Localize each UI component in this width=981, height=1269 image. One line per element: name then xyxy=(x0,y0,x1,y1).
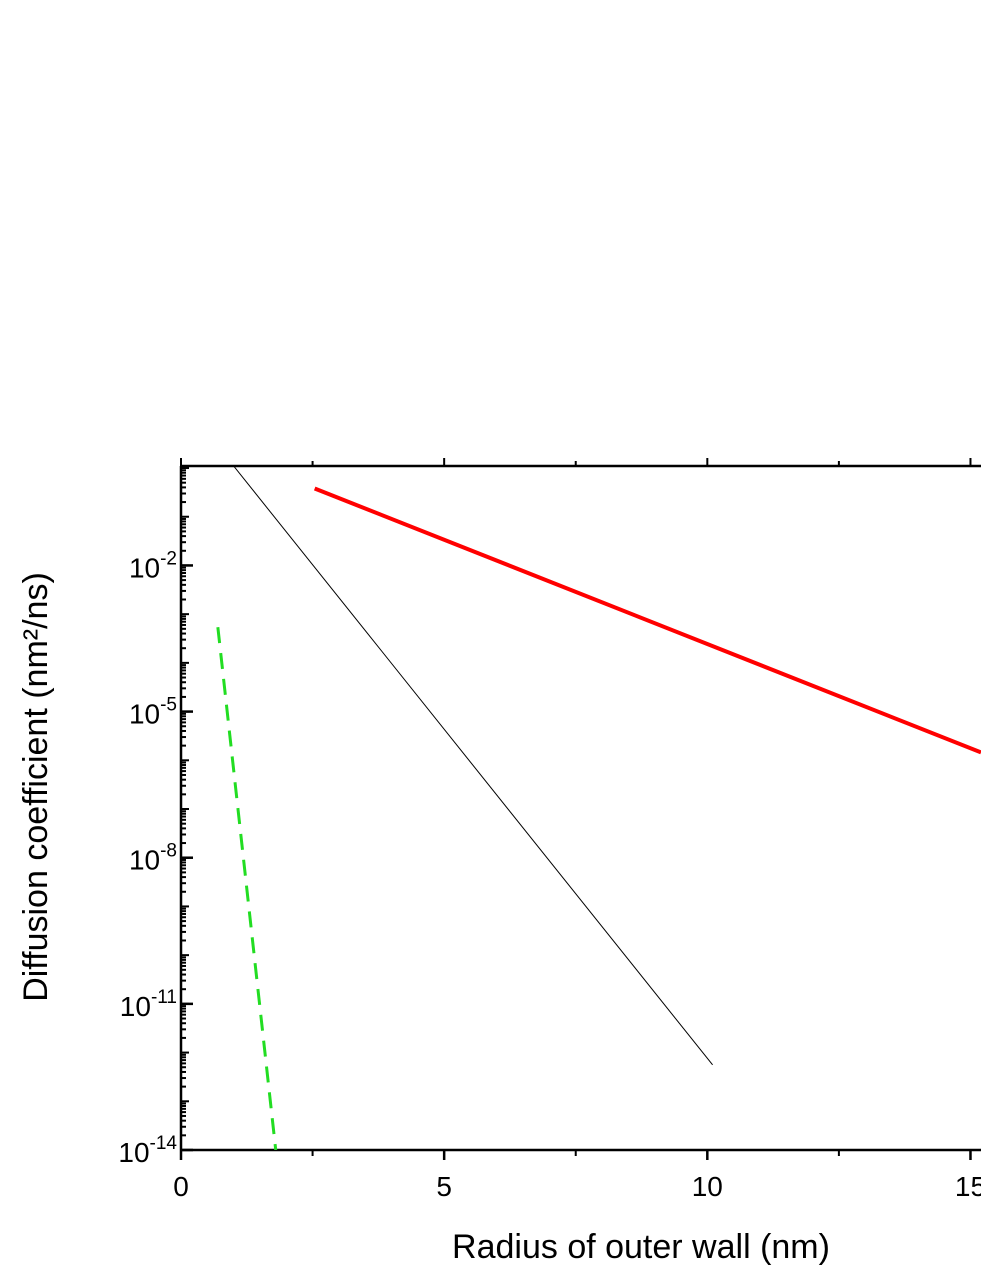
y-tick-exponent: -5 xyxy=(160,695,177,716)
y-tick-label: 10-5 xyxy=(129,695,177,730)
y-tick-exponent: -8 xyxy=(160,841,177,862)
y-tick-base: 10 xyxy=(129,699,160,730)
y-tick-exponent: -11 xyxy=(151,987,177,1008)
y-tick-label: 10-14 xyxy=(118,1133,177,1168)
data-line xyxy=(313,486,981,755)
x-tick-label: 10 xyxy=(692,1171,723,1202)
x-tick-label: 15 xyxy=(955,1171,981,1202)
data-line xyxy=(233,466,713,1066)
y-tick-exponent: -2 xyxy=(160,548,177,569)
y-tick-base: 10 xyxy=(129,552,160,583)
plot-area xyxy=(216,466,981,1150)
data-line xyxy=(216,627,278,1150)
x-tick-label: 5 xyxy=(436,1171,452,1202)
x-tick-label: 0 xyxy=(173,1171,189,1202)
y-tick-label: 10-2 xyxy=(129,548,177,583)
x-axis-title: Radius of outer wall (nm) xyxy=(452,1228,830,1266)
y-tick-label: 10-8 xyxy=(129,841,177,876)
y-axis-title: Diffusion coefficient (nm²/ns) xyxy=(17,572,55,1002)
y-tick-exponent: -14 xyxy=(150,1133,178,1154)
y-tick-base: 10 xyxy=(129,845,160,876)
y-tick-label: 10-11 xyxy=(120,987,177,1022)
y-tick-base: 10 xyxy=(120,991,151,1022)
y-tick-base: 10 xyxy=(118,1137,149,1168)
